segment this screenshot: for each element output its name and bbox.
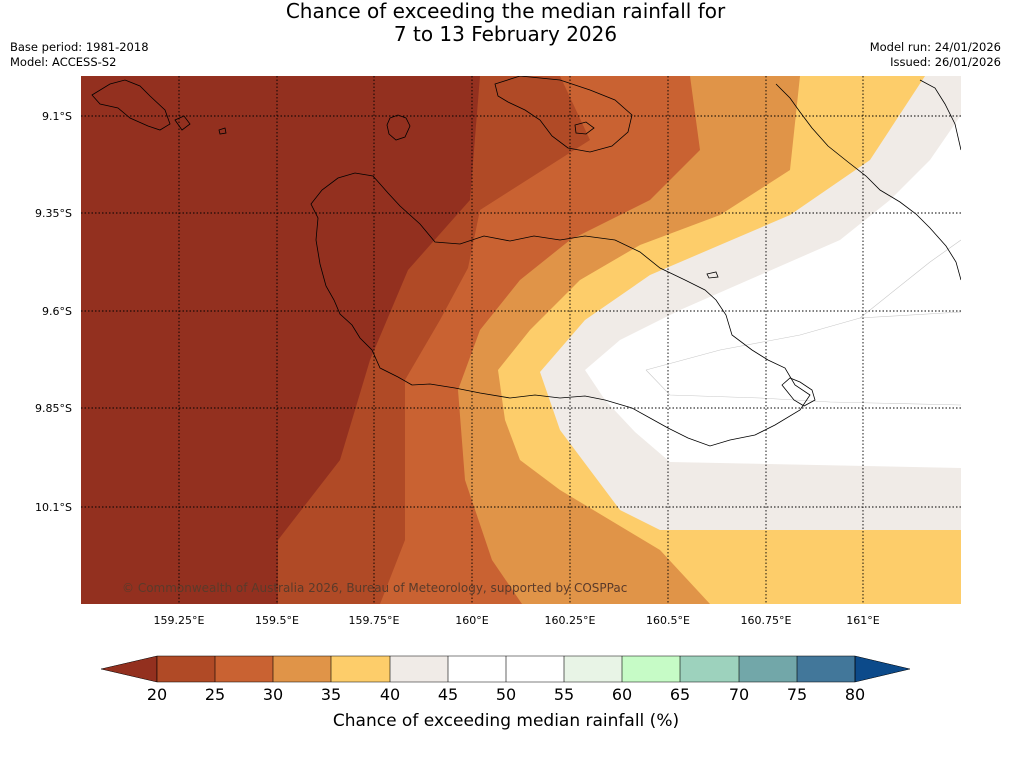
copyright-text: © Commonwealth of Australia 2026, Bureau…	[122, 581, 627, 595]
colorbar-swatch	[622, 656, 680, 682]
colorbar-dividers	[156, 655, 856, 683]
lat-tick: 9.6°S	[42, 305, 72, 318]
gridlines	[81, 76, 961, 604]
lon-tick: 159.75°E	[349, 614, 400, 627]
lat-tick: 10.1°S	[35, 501, 72, 514]
title-line-1: Chance of exceeding the median rainfall …	[285, 0, 726, 23]
title-line-2: 7 to 13 February 2026	[393, 22, 618, 46]
lat-tick: 9.1°S	[42, 110, 72, 123]
lat-ticks: 9.1°S 9.35°S 9.6°S 9.85°S 10.1°S	[35, 110, 72, 514]
lon-tick: 160.25°E	[545, 614, 596, 627]
internal-boundaries	[645, 239, 961, 406]
lon-tick: 159.25°E	[154, 614, 205, 627]
colorbar-tick: 25	[205, 685, 225, 704]
model-run-text: Model run: 24/01/2026	[869, 40, 1001, 54]
model-text: Model: ACCESS-S2	[10, 55, 117, 69]
lon-tick: 159.5°E	[255, 614, 299, 627]
colorbar-tick: 50	[496, 685, 516, 704]
island-north-west-small	[174, 115, 191, 131]
island-north-east	[775, 83, 961, 281]
lon-tick: 160°E	[455, 614, 488, 627]
header-left: Base period: 1981-2018 Model: ACCESS-S2	[10, 40, 149, 70]
colorbar-tick: 70	[729, 685, 749, 704]
island-large	[310, 172, 811, 447]
colorbar-swatch	[739, 656, 797, 682]
island-east-tip	[781, 377, 816, 407]
coastlines	[91, 76, 961, 447]
colorbar-swatch	[273, 656, 331, 682]
island-north-centre	[494, 76, 633, 153]
colorbar-tick: 40	[380, 685, 400, 704]
colorbar-swatch	[680, 656, 739, 682]
island-north-east-2	[919, 79, 961, 151]
colorbar-swatch	[390, 656, 448, 682]
colorbar-swatch	[448, 656, 506, 682]
island-north-west-dot	[218, 127, 227, 135]
zone-45-55	[585, 115, 961, 468]
colorbar-tick: 55	[554, 685, 574, 704]
colorbar-tick: 80	[845, 685, 865, 704]
colorbar-tick: 45	[438, 685, 458, 704]
colorbar-over-triangle	[854, 655, 911, 683]
colorbar-swatch	[157, 656, 215, 682]
colorbar-tick: 20	[147, 685, 167, 704]
island-north-west	[91, 79, 171, 131]
chart-title: Chance of exceeding the median rainfall …	[0, 0, 1011, 46]
lon-tick: 160.5°E	[646, 614, 690, 627]
colorbar-swatch	[215, 656, 273, 682]
colorbar-ticks: 20 25 30 35 40 45 50 55 60 65 70 75 80	[147, 685, 865, 704]
colorbar-tick: 75	[787, 685, 807, 704]
colorbar-under-triangle	[100, 655, 158, 683]
colorbar: 20 25 30 35 40 45 50 55 60 65 70 75 80 C…	[100, 655, 911, 731]
colorbar-tick: 30	[263, 685, 283, 704]
lon-tick: 160.75°E	[741, 614, 792, 627]
map-panel: © Commonwealth of Australia 2026, Bureau…	[81, 76, 961, 604]
base-period-text: Base period: 1981-2018	[10, 40, 149, 54]
colorbar-label: Chance of exceeding median rainfall (%)	[333, 711, 679, 731]
colorbar-tick: 65	[670, 685, 690, 704]
colorbar-swatch	[331, 656, 390, 682]
colorbar-swatch	[564, 656, 622, 682]
lon-ticks: 159.25°E 159.5°E 159.75°E 160°E 160.25°E…	[154, 614, 880, 627]
colorbar-tick: 35	[321, 685, 341, 704]
colorbar-swatch	[506, 656, 564, 682]
lon-tick: 161°E	[846, 614, 879, 627]
lat-tick: 9.35°S	[35, 207, 72, 220]
header-right: Model run: 24/01/2026 Issued: 26/01/2026	[870, 40, 1001, 70]
issued-text: Issued: 26/01/2026	[890, 55, 1001, 69]
island-north-centre-small	[574, 121, 595, 135]
lat-tick: 9.85°S	[35, 402, 72, 415]
colorbar-swatch	[797, 656, 855, 682]
island-mid-small	[706, 271, 719, 279]
colorbar-tick: 60	[612, 685, 632, 704]
